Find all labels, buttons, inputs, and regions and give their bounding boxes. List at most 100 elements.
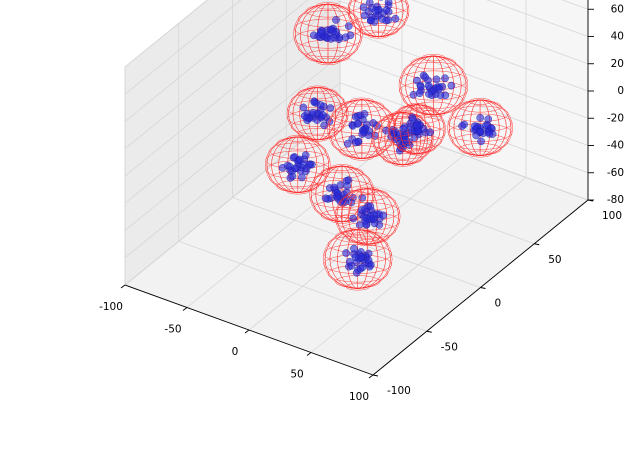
data-point	[406, 119, 415, 128]
sphere-latitude	[297, 127, 338, 140]
grid-line-z-wall	[124, 109, 341, 286]
data-point	[379, 211, 388, 220]
data-point	[351, 253, 360, 261]
grid-line-z-back	[486, 0, 589, 37]
y-tick	[426, 330, 432, 333]
data-point	[358, 263, 367, 272]
sphere-latitude	[309, 189, 375, 209]
cluster	[387, 102, 446, 156]
grid-line-z-back	[339, 27, 589, 119]
x-tick	[120, 284, 126, 289]
z-tick-label: 40	[611, 31, 624, 43]
data-point	[366, 202, 375, 211]
sphere-latitude	[339, 145, 385, 159]
data-point	[382, 16, 391, 25]
axis-panes	[124, 0, 589, 376]
data-point	[370, 219, 379, 228]
axis-lines	[120, 0, 594, 379]
y-tick	[534, 243, 540, 246]
z-tick-label: -20	[607, 112, 624, 124]
cluster	[398, 54, 469, 117]
y-tick	[480, 287, 486, 289]
data-point	[316, 29, 325, 37]
y-tick-label: 50	[548, 254, 561, 266]
cluster-group	[265, 0, 513, 291]
data-point	[413, 121, 421, 130]
data-point	[417, 82, 425, 91]
x-tick	[306, 352, 312, 356]
data-point	[305, 161, 313, 169]
data-point	[371, 6, 380, 15]
data-point	[441, 74, 449, 83]
sphere-latitude	[382, 153, 423, 165]
grid-line-z-wall	[124, 0, 341, 177]
data-point	[485, 130, 494, 138]
y-tick-label: 0	[495, 298, 502, 310]
cluster	[447, 98, 513, 158]
data-point	[299, 103, 308, 112]
data-point	[342, 249, 350, 257]
z-tick-label: -40	[607, 140, 624, 152]
data-point	[364, 249, 373, 258]
data-point	[471, 122, 479, 130]
data-point	[432, 75, 441, 84]
y-tick	[372, 374, 379, 377]
data-point	[345, 258, 354, 266]
sphere-latitude	[458, 100, 502, 113]
sphere-latitude	[451, 105, 509, 122]
data-point	[326, 25, 335, 34]
cluster	[371, 110, 434, 167]
sphere-longitude	[336, 188, 399, 245]
wireframe-sphere	[387, 102, 446, 156]
z-tick-label: 20	[611, 58, 624, 70]
data-point	[415, 89, 424, 98]
sphere-longitude	[349, 0, 408, 38]
y-tick-label: -50	[441, 341, 458, 353]
data-point	[363, 120, 371, 129]
y-tick-label: -100	[387, 385, 411, 397]
data-point	[321, 194, 330, 203]
sphere-longitude	[389, 104, 445, 155]
x-tick-label: 100	[349, 391, 369, 403]
data-point	[286, 174, 295, 182]
grid-line-z-back	[339, 55, 589, 146]
data-point	[359, 3, 368, 12]
data-point	[391, 14, 400, 23]
sphere-longitude	[266, 136, 329, 193]
data-point	[425, 90, 433, 98]
grid-line-z-wall	[124, 55, 341, 231]
data-point	[364, 256, 373, 264]
z-tick-label: -80	[607, 194, 624, 206]
data-point	[320, 121, 329, 130]
data-point	[350, 244, 358, 253]
sphere-latitude	[276, 180, 319, 193]
sphere-longitude	[324, 229, 391, 289]
data-point	[362, 220, 370, 228]
x-tick-label: 50	[290, 369, 303, 381]
tick-labels: -100 -50 0 50 100 -100 -50 0 50 100 -80 -60 -40 -20 0 2…	[99, 3, 624, 403]
sphere-latitude	[398, 142, 436, 154]
sphere-latitude	[297, 87, 338, 100]
data-point	[349, 214, 358, 223]
cluster	[347, 0, 410, 39]
z-tick-label: 0	[617, 85, 624, 97]
data-point	[336, 181, 345, 189]
z-tick-label: -60	[607, 167, 624, 179]
sphere-latitude	[276, 137, 319, 150]
data-point	[343, 139, 352, 148]
data-point	[476, 113, 485, 122]
data-point	[326, 104, 335, 112]
grid-line-z-wall	[124, 0, 208, 68]
data-point	[477, 137, 485, 146]
x-tick-label: 0	[232, 346, 239, 358]
sphere-latitude	[346, 188, 389, 202]
sphere-latitude	[398, 104, 436, 116]
cluster	[265, 135, 331, 195]
data-point	[441, 91, 450, 100]
z-tick-label: 60	[611, 3, 624, 15]
cluster	[327, 97, 397, 161]
sphere-latitude	[346, 231, 389, 244]
data-point	[373, 210, 381, 219]
sphere-latitude	[305, 4, 351, 18]
